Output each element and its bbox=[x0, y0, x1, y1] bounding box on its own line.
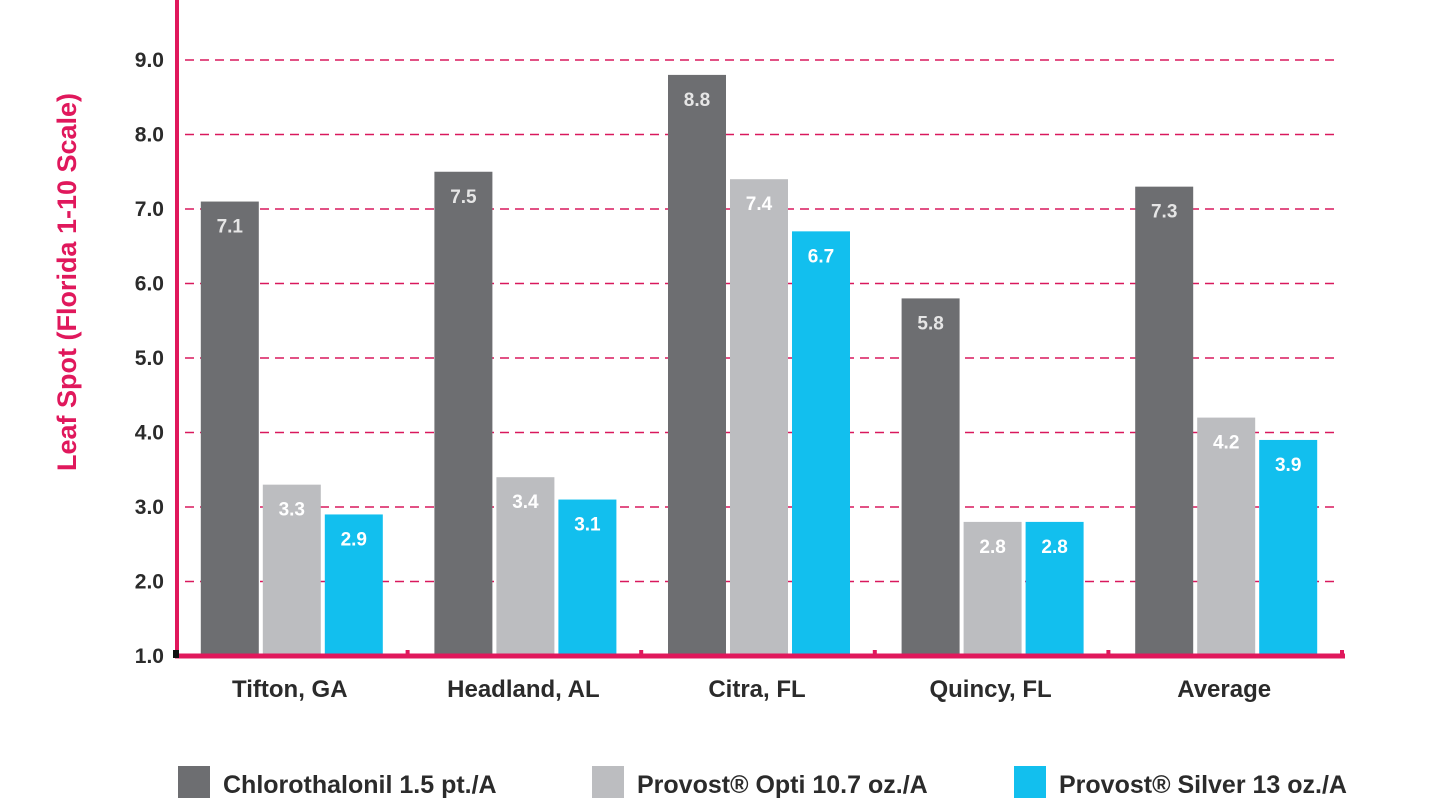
y-tick-label: 8.0 bbox=[135, 124, 164, 147]
x-tick-label: Tifton, GA bbox=[232, 676, 348, 703]
bar bbox=[963, 521, 1022, 656]
bar bbox=[496, 477, 555, 656]
axes bbox=[173, 0, 1345, 659]
x-axis-tick bbox=[639, 650, 644, 656]
bar-value-label: 6.7 bbox=[808, 246, 834, 267]
bar bbox=[324, 514, 383, 656]
bar-value-label: 2.8 bbox=[1041, 537, 1067, 558]
bar-value-label: 8.8 bbox=[684, 90, 710, 111]
legend-swatch bbox=[592, 766, 624, 798]
legend-swatch bbox=[1014, 766, 1046, 798]
legend: Chlorothalonil 1.5 pt./A Provost® Opti 10… bbox=[178, 766, 1347, 799]
bar bbox=[200, 201, 259, 657]
bar-value-label: 3.3 bbox=[279, 500, 305, 521]
bar-value-label: 2.8 bbox=[979, 537, 1005, 558]
x-tick-label: Quincy, FL bbox=[929, 676, 1051, 703]
y-tick-label: 5.0 bbox=[135, 347, 164, 370]
bar bbox=[1259, 439, 1318, 656]
x-tick-label: Average bbox=[1177, 676, 1271, 703]
bar bbox=[730, 179, 788, 656]
bar bbox=[262, 484, 321, 656]
y-tick-label: 9.0 bbox=[135, 49, 164, 72]
y-tick-label: 6.0 bbox=[135, 273, 164, 296]
bar bbox=[1025, 521, 1084, 656]
x-axis-tick bbox=[1340, 650, 1344, 656]
x-axis-tick bbox=[1106, 650, 1111, 656]
bar-value-label: 7.4 bbox=[746, 194, 773, 215]
bar-value-label: 3.9 bbox=[1275, 455, 1301, 476]
y-axis-title: Leaf Spot (Florida 1-10 Scale) bbox=[52, 93, 82, 471]
legend-swatch bbox=[178, 766, 210, 798]
y-tick-label: 1.0 bbox=[135, 645, 164, 668]
axis-origin-mark bbox=[173, 650, 179, 658]
bar-value-label: 2.9 bbox=[341, 529, 367, 550]
bar bbox=[1135, 186, 1194, 656]
bar-value-label: 4.2 bbox=[1213, 433, 1239, 454]
bar-value-label: 7.5 bbox=[450, 187, 477, 208]
labels: 1.0 2.0 3.0 4.0 5.0 6.0 7.0 8.0 9.0 7.1 3.3 2.9 Tift… bbox=[135, 49, 1302, 703]
bar-value-label: 5.8 bbox=[917, 313, 943, 334]
bar bbox=[901, 298, 960, 656]
x-axis-tick bbox=[872, 650, 877, 656]
x-tick-label: Headland, AL bbox=[447, 676, 599, 703]
x-tick-label: Citra, FL bbox=[708, 676, 805, 703]
bar-value-label: 3.4 bbox=[512, 492, 539, 513]
y-tick-label: 3.0 bbox=[135, 496, 164, 519]
legend-label: Provost® Opti 10.7 oz./A bbox=[637, 771, 928, 799]
bar-value-label: 7.3 bbox=[1151, 202, 1177, 223]
bar-value-label: 7.1 bbox=[217, 217, 244, 238]
bar bbox=[792, 231, 850, 656]
legend-label: Chlorothalonil 1.5 pt./A bbox=[223, 771, 497, 799]
x-axis-tick bbox=[405, 650, 410, 656]
y-tick-label: 7.0 bbox=[135, 198, 164, 221]
y-tick-label: 4.0 bbox=[135, 422, 164, 445]
y-tick-label: 2.0 bbox=[135, 571, 164, 594]
bar-value-label: 3.1 bbox=[574, 515, 601, 536]
bar bbox=[1197, 417, 1256, 656]
bar bbox=[558, 499, 617, 656]
bar bbox=[434, 171, 493, 656]
legend-label: Provost® Silver 13 oz./A bbox=[1059, 771, 1347, 799]
bars bbox=[200, 74, 1318, 657]
bar bbox=[668, 74, 726, 656]
